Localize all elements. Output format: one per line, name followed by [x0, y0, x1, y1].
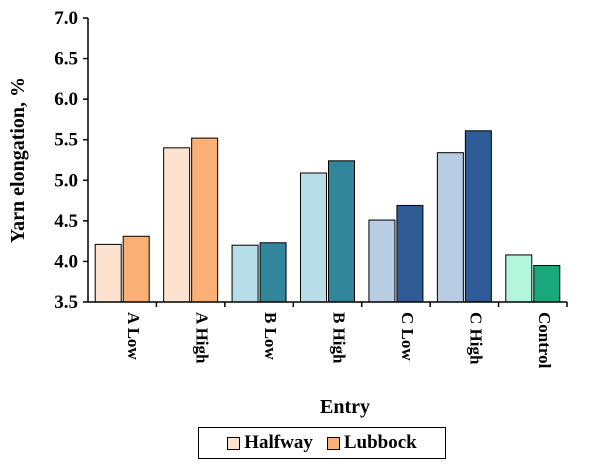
bars-group	[94, 130, 561, 303]
y-tick-label: 4.5	[54, 211, 78, 232]
y-tick-label: 5.5	[54, 130, 78, 151]
x-tick-label: B Low	[261, 312, 280, 360]
bar-chart: 3.5 4.0 4.5 5.0 5.5 6.0 6.5 7.0 A Low A High B Lo…	[7, 8, 568, 418]
y-tick-label: 6.0	[54, 89, 78, 110]
bar-lubbock-b-high	[328, 160, 355, 303]
bar-lubbock-a-high	[191, 137, 219, 303]
x-axis-title: Entry	[320, 396, 370, 418]
bar-halfway-a-high	[163, 147, 191, 303]
bar-lubbock-control	[533, 264, 561, 303]
y-axis-ticks: 3.5 4.0 4.5 5.0 5.5 6.0 6.5 7.0	[54, 8, 88, 313]
bar-halfway-a-low	[94, 243, 122, 303]
bar-lubbock-a-low	[122, 235, 150, 303]
legend-label-halfway: Halfway	[244, 432, 313, 453]
bar-halfway-b-high	[300, 172, 327, 303]
y-tick-label: 5.0	[54, 170, 78, 191]
y-tick-label: 6.5	[54, 49, 78, 70]
bar-lubbock-c-high	[464, 130, 492, 303]
bar-halfway-b-low	[231, 244, 259, 303]
y-tick-label: 4.0	[54, 251, 78, 272]
y-tick-label: 7.0	[54, 8, 78, 29]
legend-swatch-lubbock	[326, 436, 340, 450]
x-tick-label: A High	[193, 312, 212, 364]
x-tick-label: C Low	[398, 312, 417, 361]
bar-halfway-c-low	[368, 219, 396, 303]
x-tick-label: Control	[535, 312, 554, 369]
x-tick-label: C High	[466, 312, 485, 365]
x-axis-ticks: A Low A High B Low B High C Low C High Control	[124, 302, 568, 369]
legend-label-lubbock: Lubbock	[343, 432, 417, 453]
y-axis-title: Yarn elongation, %	[7, 77, 29, 243]
legend-item-lubbock: Lubbock	[326, 432, 417, 454]
bar-lubbock-b-low	[259, 242, 287, 303]
bar-halfway-control	[505, 254, 533, 303]
x-tick-label: A Low	[124, 312, 143, 360]
bar-halfway-c-high	[436, 152, 464, 303]
y-tick-label: 3.5	[54, 292, 78, 313]
legend: Halfway Lubbock	[198, 427, 446, 459]
legend-swatch-halfway	[227, 436, 241, 450]
legend-item-halfway: Halfway	[227, 432, 313, 454]
x-tick-label: B High	[330, 312, 349, 364]
bar-lubbock-c-low	[396, 204, 424, 303]
